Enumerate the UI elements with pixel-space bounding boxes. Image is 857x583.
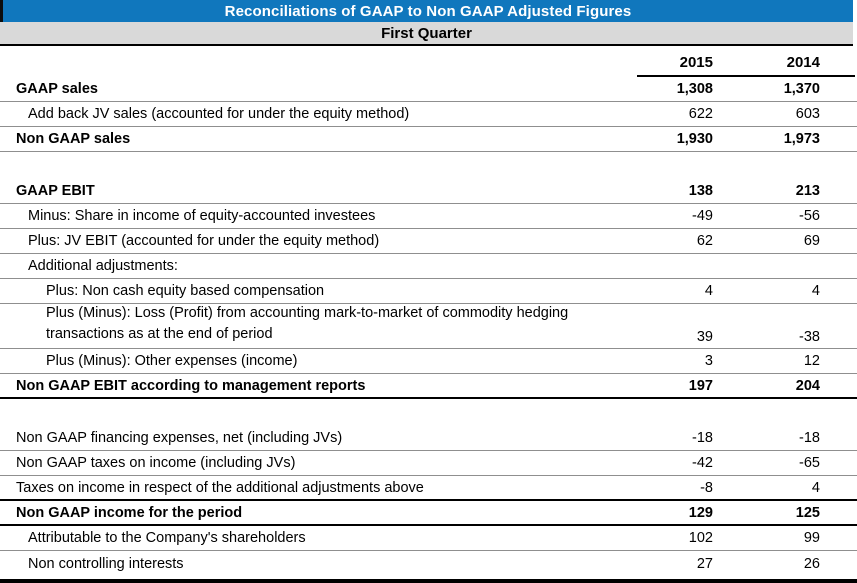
value-2015: 62 [696,233,713,249]
table-row: Minus: Share in income of equity-account… [0,204,857,229]
table-body: GAAP sales 1,308 1,370 Add back JV sales… [0,77,857,576]
value-2015: 27 [696,555,713,572]
table-row: Plus: JV EBIT (accounted for under the e… [0,229,857,254]
table-title-bar: Reconciliations of GAAP to Non GAAP Adju… [0,0,853,22]
table-row: Plus: Non cash equity based compensation… [0,279,857,304]
table-row: Plus (Minus): Other expenses (income) 3 … [0,349,857,374]
spacer-row [0,152,857,179]
column-header-2015: 2015 [679,54,713,71]
value-2014: 213 [795,183,820,199]
row-label: GAAP EBIT [16,183,95,199]
value-2015: -49 [692,208,713,224]
value-2015: -42 [692,455,713,471]
spacer-row [0,399,857,426]
table-row: Non controlling interests 27 26 [0,551,857,576]
table-row: Non GAAP EBIT according to management re… [0,374,857,399]
value-2015: 1,308 [676,81,713,97]
table-row: Non GAAP income for the period 129 125 [0,501,857,526]
row-label: Additional adjustments: [28,258,178,274]
table-row: Add back JV sales (accounted for under t… [0,102,857,127]
table-row: Taxes on income in respect of the additi… [0,476,857,501]
value-2014: 1,973 [783,131,820,147]
row-label: Add back JV sales (accounted for under t… [28,106,410,122]
value-2014: 125 [795,504,820,521]
row-label: Non controlling interests [28,555,184,572]
row-label: Non GAAP financing expenses, net (includ… [16,430,343,446]
value-2014: -56 [799,208,820,224]
value-2014: 4 [811,283,820,299]
value-2015: 3 [704,353,713,369]
row-label: Non GAAP EBIT according to management re… [16,377,366,394]
value-2014: -65 [799,455,820,471]
value-2014: 99 [803,530,820,546]
row-label: Plus (Minus): Other expenses (income) [46,353,298,369]
table-row: Attributable to the Company's shareholde… [0,526,857,551]
value-2014: 12 [803,353,820,369]
table-row: Non GAAP taxes on income (including JVs)… [0,451,857,476]
column-header-row: 2015 2014 [0,46,857,77]
row-label: Non GAAP income for the period [16,504,243,521]
table-row: Non GAAP financing expenses, net (includ… [0,426,857,451]
table-title: Reconciliations of GAAP to Non GAAP Adju… [224,2,632,20]
row-label: Plus: Non cash equity based compensation [46,283,325,299]
table-row: Plus (Minus): Loss (Profit) from account… [0,304,857,349]
table-row: GAAP EBIT 138 213 [0,179,857,204]
value-2014: 603 [795,106,820,122]
value-2015: 197 [688,377,713,394]
value-2015: -8 [700,479,713,496]
table-row: Non GAAP sales 1,930 1,973 [0,127,857,152]
row-label: GAAP sales [16,81,98,97]
value-2015: 622 [688,106,713,122]
table-subtitle-bar: First Quarter [0,22,853,46]
row-label: Plus: JV EBIT (accounted for under the e… [28,233,380,249]
value-2014: -18 [799,430,820,446]
value-2014: 4 [811,479,820,496]
value-2015: 138 [688,183,713,199]
row-label: Minus: Share in income of equity-account… [28,208,376,224]
row-label: Non GAAP taxes on income (including JVs) [16,455,296,471]
row-label: Plus (Minus): Loss (Profit) from account… [46,304,569,342]
value-2015: -18 [692,430,713,446]
value-2015: 1,930 [676,131,713,147]
row-label: Taxes on income in respect of the additi… [16,479,424,496]
column-header-2014: 2014 [786,54,820,71]
value-2014: 1,370 [783,81,820,97]
value-2014: 69 [803,233,820,249]
table-row: GAAP sales 1,308 1,370 [0,77,857,102]
table-row: Additional adjustments: [0,254,857,279]
value-2015: 129 [688,504,713,521]
value-2014: 26 [803,555,820,572]
value-2014: -38 [799,329,820,345]
value-2014: 204 [795,377,820,394]
row-label: Attributable to the Company's shareholde… [28,530,306,546]
value-2015: 102 [688,530,713,546]
value-2015: 4 [704,283,713,299]
row-label: Non GAAP sales [16,131,131,147]
header-underline [637,75,855,77]
value-2015: 39 [696,329,713,345]
table-subtitle: First Quarter [381,24,472,42]
